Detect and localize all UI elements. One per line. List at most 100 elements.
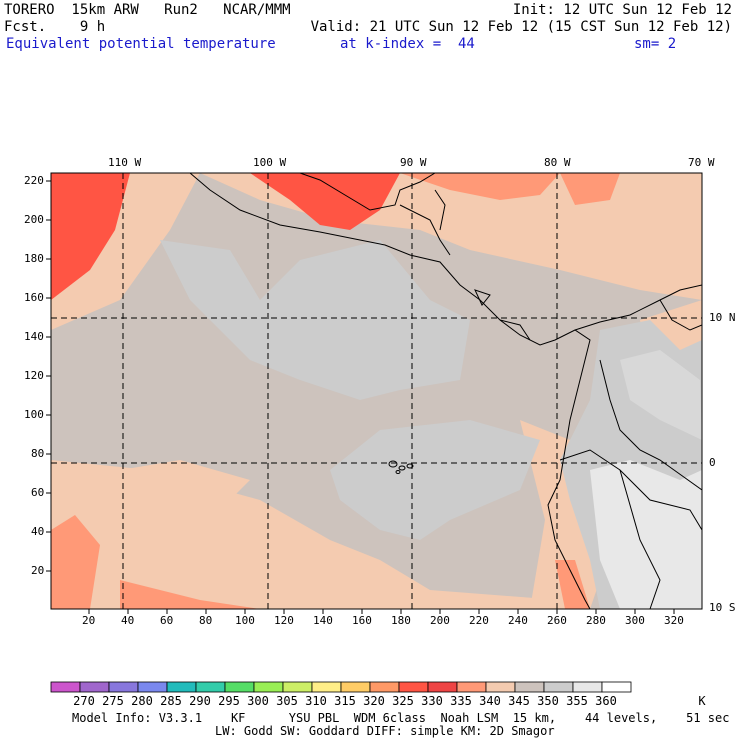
colorbar-swatch bbox=[427, 681, 458, 693]
y-tick-label: 100 bbox=[24, 408, 44, 421]
y-tick-label: 140 bbox=[24, 330, 44, 343]
lat-label-10n: 10 N bbox=[709, 311, 736, 324]
field-salmon-coast bbox=[555, 560, 590, 609]
field-peach-patch bbox=[120, 460, 250, 500]
x-tick-label: 60 bbox=[160, 614, 174, 627]
smoothing: sm= 2 bbox=[634, 36, 677, 52]
field-light-andes bbox=[590, 460, 702, 609]
colorbar-label: 285 bbox=[160, 694, 182, 708]
colorbar-label: 340 bbox=[479, 694, 501, 708]
colorbar-label: 325 bbox=[392, 694, 414, 708]
x-tick-label: 320 bbox=[664, 614, 684, 627]
colorbar-swatch bbox=[282, 681, 313, 693]
colorbar-swatch bbox=[311, 681, 342, 693]
x-tick-label: 100 bbox=[235, 614, 255, 627]
lat-label-0: 0 bbox=[709, 456, 716, 469]
x-tick-label: 240 bbox=[508, 614, 528, 627]
field-salmon-s bbox=[120, 580, 260, 609]
y-tick-label: 60 bbox=[31, 486, 45, 499]
y-tick-label: 180 bbox=[24, 252, 44, 265]
x-tick-label: 40 bbox=[121, 614, 135, 627]
colorbar-swatch bbox=[137, 681, 168, 693]
theta-e-field bbox=[51, 173, 702, 609]
colorbar-label: 295 bbox=[218, 694, 240, 708]
y-tick-label: 40 bbox=[31, 525, 45, 538]
x-tick-label: 80 bbox=[199, 614, 213, 627]
colorbar-label: 275 bbox=[102, 694, 124, 708]
x-tick-label: 160 bbox=[352, 614, 372, 627]
coastlines bbox=[189, 173, 702, 609]
run-title: TORERO 15km ARW Run2 NCAR/MMM bbox=[4, 2, 291, 18]
field-name: Equivalent potential temperature bbox=[6, 36, 276, 52]
field-salmon-n bbox=[400, 173, 560, 200]
x-tick-label: 20 bbox=[82, 614, 96, 627]
colorbar-swatch bbox=[456, 681, 487, 693]
colorbar-swatch bbox=[543, 681, 574, 693]
colorbar-label: 315 bbox=[334, 694, 356, 708]
x-tick-label: 120 bbox=[274, 614, 294, 627]
lon-label-70w: 70 W bbox=[688, 156, 715, 169]
colorbar-swatch bbox=[340, 681, 371, 693]
x-tick-label: 200 bbox=[430, 614, 450, 627]
plot-frame bbox=[50, 172, 703, 610]
y-tick-label: 80 bbox=[31, 447, 45, 460]
x-tick-label: 280 bbox=[586, 614, 606, 627]
y-tick-label: 200 bbox=[24, 213, 44, 226]
colorbar-swatch bbox=[572, 681, 603, 693]
axis-tickmarks bbox=[46, 180, 675, 614]
x-tick-label: 220 bbox=[469, 614, 489, 627]
valid-time: Valid: 21 UTC Sun 12 Feb 12 (15 CST Sun … bbox=[310, 19, 732, 35]
y-tick-label: 160 bbox=[24, 291, 44, 304]
colorbar-unit: K bbox=[698, 694, 706, 708]
x-tick-label: 300 bbox=[625, 614, 645, 627]
field-grey-central bbox=[160, 240, 470, 400]
lat-lon-grid bbox=[51, 173, 702, 609]
x-tick-label: 140 bbox=[313, 614, 333, 627]
colorbar-swatch bbox=[485, 681, 516, 693]
lon-label-80w: 80 W bbox=[544, 156, 571, 169]
x-tick-label: 180 bbox=[391, 614, 411, 627]
field-grey-south bbox=[330, 420, 540, 540]
forecast-hour: Fcst. 9 h bbox=[4, 19, 106, 35]
field-salmon-ne bbox=[560, 173, 620, 205]
lon-label-100w: 100 W bbox=[253, 156, 287, 169]
colorbar-swatch bbox=[79, 681, 110, 693]
colorbar-label: 360 bbox=[595, 694, 617, 708]
colorbar-label: 350 bbox=[537, 694, 559, 708]
model-info: Model Info: V3.3.1 KF YSU PBL WDM 6class… bbox=[72, 711, 730, 725]
colorbar-label: 335 bbox=[450, 694, 472, 708]
colorbar-swatch bbox=[398, 681, 429, 693]
colorbar-swatch bbox=[224, 681, 255, 693]
colorbar-label: 355 bbox=[566, 694, 588, 708]
lon-label-90w: 90 W bbox=[400, 156, 427, 169]
lat-label-10s: 10 S bbox=[709, 601, 736, 614]
galapagos-islands bbox=[388, 460, 414, 474]
colorbar-label: 280 bbox=[131, 694, 153, 708]
colorbar-swatch bbox=[166, 681, 197, 693]
field-red-nw bbox=[51, 173, 130, 300]
colorbar-swatch bbox=[195, 681, 226, 693]
colorbar-swatch bbox=[514, 681, 545, 693]
colorbar-swatch bbox=[108, 681, 139, 693]
field-salmon-sw bbox=[51, 515, 100, 609]
physics-info: LW: Godd SW: Goddard DIFF: simple KM: 2D… bbox=[215, 724, 555, 738]
y-tick-label: 20 bbox=[31, 564, 45, 577]
colorbar-label: 320 bbox=[363, 694, 385, 708]
colorbar-label: 345 bbox=[508, 694, 530, 708]
lon-label-110w: 110 W bbox=[108, 156, 142, 169]
colorbar-label: 330 bbox=[421, 694, 443, 708]
colorbar-swatch bbox=[50, 681, 81, 693]
colorbar-label: 290 bbox=[189, 694, 211, 708]
colorbar-swatch bbox=[601, 681, 632, 693]
colorbar bbox=[50, 681, 632, 693]
colorbar-label: 310 bbox=[305, 694, 327, 708]
field-grey-ne bbox=[620, 350, 702, 440]
colorbar-swatch bbox=[369, 681, 400, 693]
init-time: Init: 12 UTC Sun 12 Feb 12 bbox=[512, 2, 732, 18]
y-tick-label: 120 bbox=[24, 369, 44, 382]
colorbar-label: 270 bbox=[73, 694, 95, 708]
field-peach-coast bbox=[520, 420, 600, 609]
colorbar-label: 300 bbox=[247, 694, 269, 708]
colorbar-label: 305 bbox=[276, 694, 298, 708]
